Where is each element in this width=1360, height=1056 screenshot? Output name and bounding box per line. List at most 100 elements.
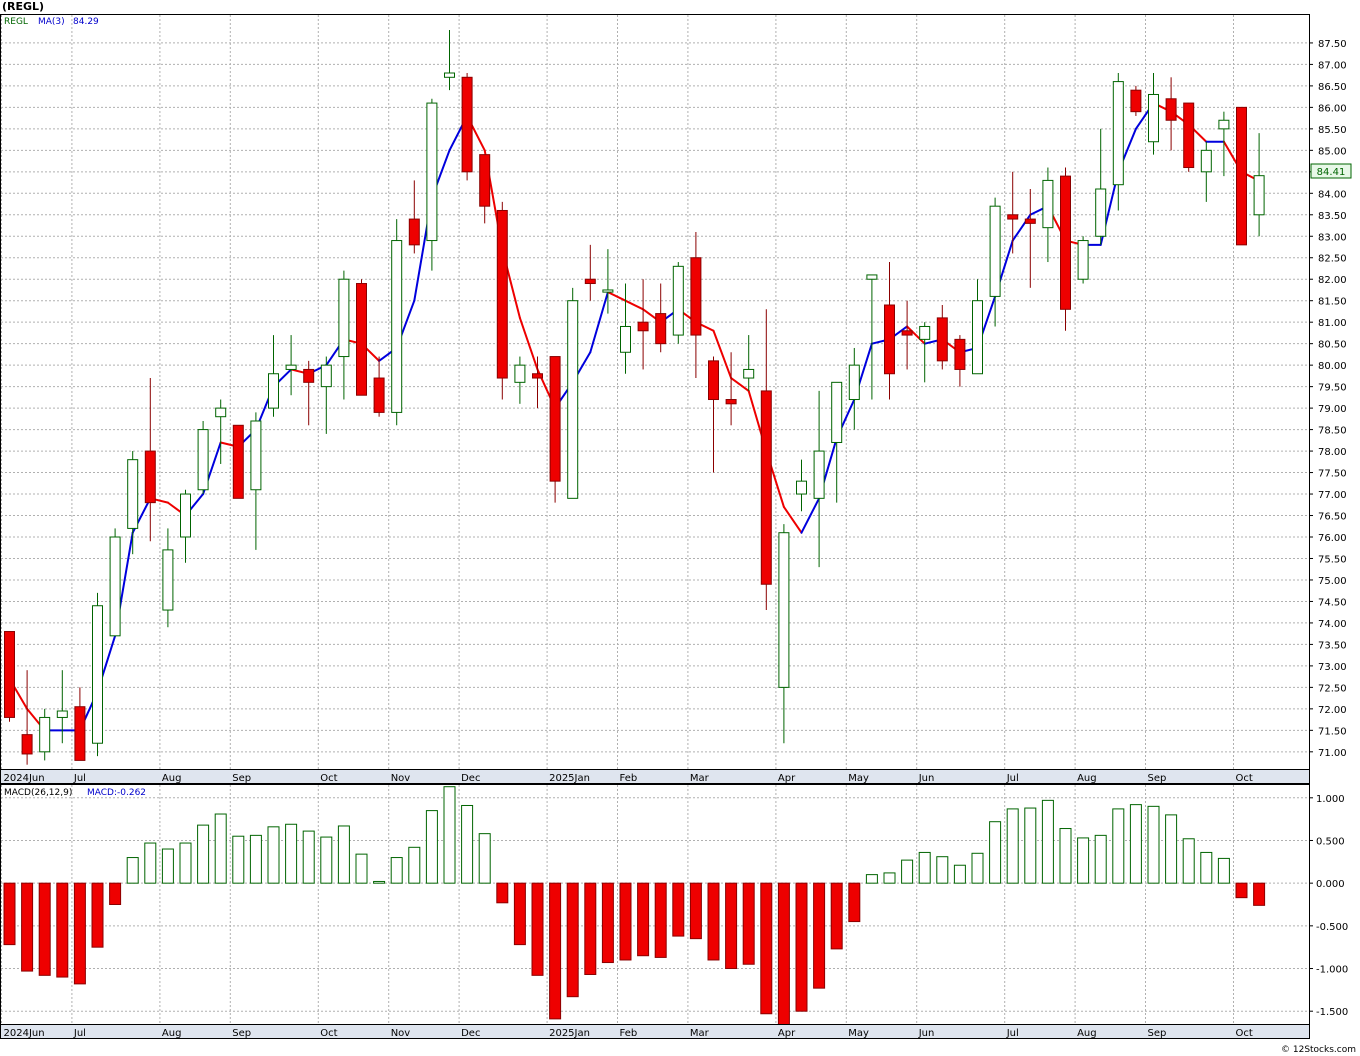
candle bbox=[989, 197, 1001, 327]
macd-bar bbox=[179, 842, 192, 884]
price-tick-label: 82.00 bbox=[1318, 275, 1347, 286]
macd-bar bbox=[1024, 807, 1037, 884]
candle bbox=[197, 421, 209, 495]
macd-bar bbox=[654, 882, 667, 958]
candle bbox=[760, 309, 772, 611]
macd-bar bbox=[848, 882, 861, 923]
candle bbox=[743, 335, 755, 391]
price-legend: REGL MA(3) 84.29 bbox=[4, 17, 99, 27]
candle-body bbox=[373, 377, 385, 413]
candle-body bbox=[197, 429, 209, 491]
candle bbox=[56, 670, 68, 744]
candle bbox=[1130, 85, 1142, 116]
candle bbox=[972, 279, 983, 375]
macd-bar bbox=[901, 859, 914, 884]
candle bbox=[532, 356, 543, 409]
price-tick-label: 72.00 bbox=[1318, 705, 1347, 716]
candle-body bbox=[919, 325, 931, 340]
candle-body bbox=[461, 76, 473, 173]
macd-tick-label: 0.500 bbox=[1316, 836, 1345, 847]
ma3-segment bbox=[712, 329, 733, 380]
price-tick-label: 84.00 bbox=[1318, 189, 1347, 200]
candles bbox=[4, 30, 1265, 765]
candle bbox=[884, 262, 895, 400]
candle bbox=[1165, 77, 1177, 151]
macd-x-tick-label: 2024Jun bbox=[4, 1028, 45, 1039]
candle-body bbox=[4, 631, 15, 718]
macd-bar bbox=[689, 882, 702, 940]
candle bbox=[461, 73, 473, 181]
candle-body bbox=[144, 450, 156, 504]
candle-body bbox=[408, 218, 420, 246]
macd-bar bbox=[742, 882, 755, 965]
candle-body bbox=[92, 605, 103, 744]
macd-bar bbox=[302, 830, 315, 884]
candle-body bbox=[268, 373, 279, 409]
macd-x-tick-label: Sep bbox=[232, 1028, 251, 1039]
price-x-tick-label: Jun bbox=[918, 773, 935, 784]
candle-body bbox=[426, 102, 438, 242]
candle-body bbox=[708, 360, 719, 401]
macd-bar bbox=[144, 842, 157, 884]
candle bbox=[848, 347, 860, 430]
candle-body bbox=[760, 390, 772, 585]
candle bbox=[127, 451, 139, 555]
candle-body bbox=[303, 368, 315, 383]
macd-bar bbox=[408, 846, 421, 884]
candle bbox=[796, 459, 807, 512]
candle bbox=[1060, 167, 1071, 331]
candle-body bbox=[109, 536, 121, 637]
macd-bar bbox=[373, 880, 386, 884]
price-tick-label: 78.50 bbox=[1318, 426, 1347, 437]
price-tick-label: 87.50 bbox=[1318, 39, 1347, 50]
price-x-axis-bar bbox=[0, 769, 1310, 784]
candle bbox=[690, 231, 702, 379]
macd-bar bbox=[496, 882, 509, 904]
macd-legend-params: MACD(26,12,9) bbox=[4, 788, 72, 798]
candle bbox=[215, 399, 227, 464]
candle-body bbox=[39, 716, 51, 753]
macd-bar bbox=[865, 874, 878, 884]
candle-body bbox=[127, 459, 139, 529]
candle bbox=[672, 262, 684, 344]
macd-legend-value: MACD:-0.262 bbox=[87, 788, 146, 798]
candle-body bbox=[1060, 175, 1071, 310]
candle bbox=[831, 381, 843, 503]
macd-bar bbox=[883, 872, 896, 884]
price-y-axis: 71.00 71.50 72.00 72.50 73.00 73.50 74.00 74.50… bbox=[1309, 39, 1347, 759]
macd-bar bbox=[1077, 837, 1090, 884]
candle-body bbox=[338, 278, 350, 358]
candle-body bbox=[356, 283, 367, 396]
macd-bar bbox=[936, 856, 949, 884]
macd-bar bbox=[1129, 804, 1142, 884]
price-tick-label: 87.00 bbox=[1318, 60, 1347, 71]
candle bbox=[1218, 111, 1230, 177]
macd-bar bbox=[214, 813, 227, 884]
price-tick-label: 77.50 bbox=[1318, 469, 1347, 480]
candle bbox=[620, 283, 631, 374]
candle-body bbox=[232, 424, 244, 499]
macd-bar bbox=[161, 848, 174, 884]
price-tick-label: 75.50 bbox=[1318, 554, 1347, 565]
candle bbox=[514, 356, 526, 404]
candle-body bbox=[74, 706, 86, 761]
macd-bar bbox=[1112, 808, 1125, 884]
candle-body bbox=[1095, 188, 1107, 237]
macd-bar bbox=[355, 853, 368, 884]
ma3-segment bbox=[906, 325, 926, 345]
candle-body bbox=[831, 381, 843, 443]
candle-body bbox=[1042, 179, 1054, 229]
candle bbox=[549, 356, 561, 503]
price-x-tick-label: Sep bbox=[1148, 773, 1167, 784]
price-tick-label: 81.00 bbox=[1318, 318, 1347, 329]
candle-body bbox=[690, 257, 702, 336]
candle bbox=[901, 300, 913, 370]
price-x-tick-label: May bbox=[848, 773, 869, 784]
macd-bar bbox=[531, 882, 544, 976]
candle-body bbox=[549, 356, 561, 482]
macd-x-tick-label: Aug bbox=[162, 1028, 182, 1039]
macd-bar bbox=[584, 882, 597, 975]
candle-body bbox=[479, 154, 491, 207]
price-tick-label: 86.00 bbox=[1318, 103, 1347, 114]
